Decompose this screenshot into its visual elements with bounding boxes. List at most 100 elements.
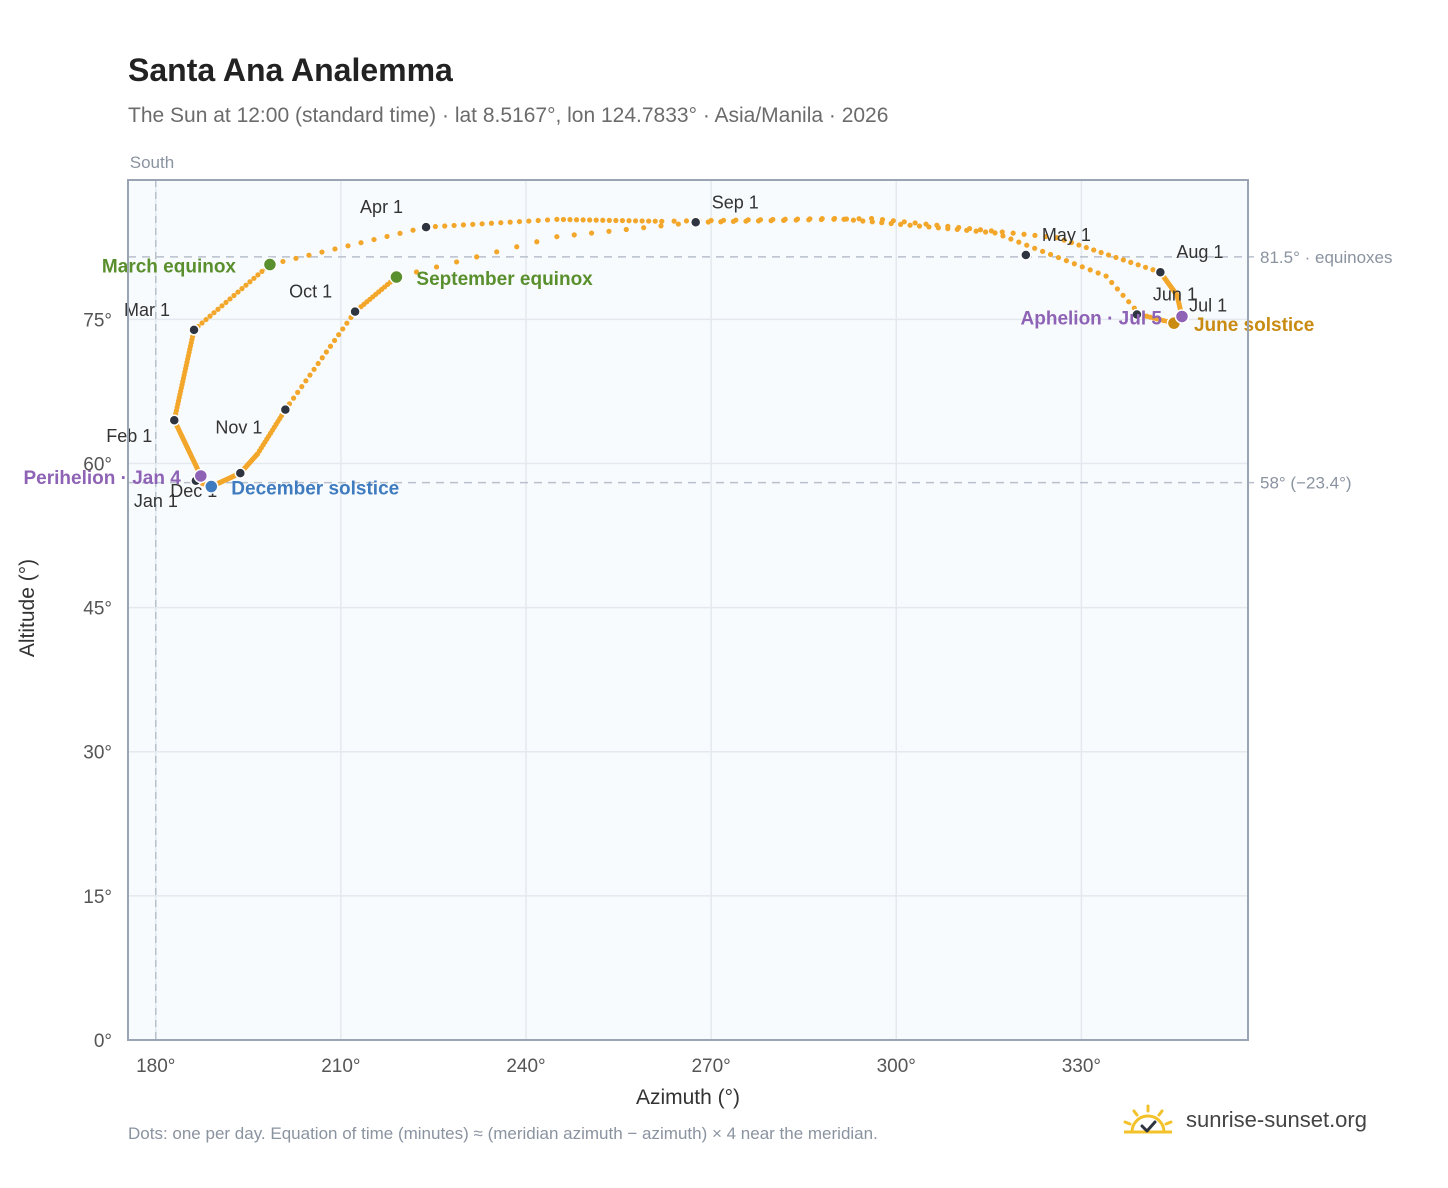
reference-line-label: 81.5° · equinoxes: [1260, 248, 1393, 267]
daily-dot: [632, 218, 639, 224]
daily-dot: [1054, 235, 1060, 241]
daily-dot: [945, 223, 951, 229]
daily-dot: [956, 224, 962, 231]
daily-dot: [768, 218, 774, 224]
daily-dot: [818, 216, 824, 223]
daily-dot: [606, 217, 612, 223]
daily-dot: [384, 233, 390, 240]
x-tick-label: 240°: [506, 1056, 545, 1077]
reference-line-label: 58° (−23.4°): [1260, 474, 1352, 493]
y-axis-title: Altitude (°): [16, 559, 39, 657]
sun-logo-icon: [1123, 1104, 1173, 1134]
month-marker-label: Sep 1: [712, 192, 759, 212]
daily-dot: [535, 217, 541, 224]
daily-dot: [675, 221, 681, 227]
daily-dot: [432, 223, 438, 230]
daily-dot: [247, 279, 253, 285]
daily-dot: [907, 222, 913, 228]
y-tick-label: 45°: [83, 599, 112, 620]
daily-dot: [235, 289, 241, 295]
daily-dot: [451, 222, 457, 229]
daily-dot: [1083, 244, 1089, 251]
daily-dot: [898, 221, 904, 227]
daily-dot: [806, 217, 812, 223]
daily-dot: [514, 244, 520, 250]
daily-dot: [1120, 292, 1126, 298]
daily-dot: [730, 218, 736, 225]
daily-dot: [683, 218, 690, 224]
daily-dot: [319, 249, 325, 255]
daily-dot: [332, 246, 338, 252]
event-label: Aphelion · Jul 5: [1021, 308, 1163, 329]
daily-dot: [1098, 249, 1104, 256]
x-tick-label: 210°: [321, 1056, 360, 1077]
grid-lines: [128, 180, 1248, 1041]
x-tick-label: 330°: [1062, 1056, 1101, 1077]
daily-dot: [843, 216, 850, 222]
daily-dot: [1047, 251, 1054, 258]
daily-dot: [290, 395, 297, 401]
daily-dot: [280, 258, 286, 265]
chart-subtitle: The Sun at 12:00 (standard time) · lat 8…: [128, 104, 889, 127]
daily-dot: [474, 254, 480, 260]
daily-dot: [397, 230, 403, 236]
axes: 180° 210° 240° 270° 300° 330° 0° 15° 30° 45° 60° 75…: [16, 310, 1101, 1109]
daily-dot: [856, 216, 862, 222]
month-marker-label: Feb 1: [106, 426, 152, 446]
month-marker-label: Jan 1: [134, 491, 178, 511]
brand[interactable]: sunrise-sunset.org: [1120, 1102, 1367, 1138]
event-marker-dot: [1174, 309, 1190, 324]
daily-dot: [1032, 232, 1038, 238]
footnote: Dots: one per day. Equation of time (min…: [128, 1124, 878, 1143]
daily-dot: [231, 292, 237, 299]
event-label: March equinox: [102, 257, 237, 278]
month-marker-dot: [279, 403, 292, 416]
daily-dot: [868, 215, 875, 222]
daily-dot: [659, 218, 665, 224]
plot-frame: [127, 179, 1249, 1041]
daily-dot: [327, 343, 334, 349]
daily-dot: [1103, 273, 1109, 279]
daily-dot: [613, 217, 619, 224]
daily-dot: [255, 272, 261, 278]
daily-dot: [498, 220, 504, 226]
daily-dot: [1079, 264, 1085, 270]
daily-dot: [671, 218, 677, 224]
month-marker-dot: [689, 216, 702, 229]
daily-dot: [303, 378, 309, 384]
daily-dot: [1032, 245, 1038, 251]
daily-dot: [1063, 258, 1070, 264]
daily-dot: [587, 217, 593, 223]
daily-dot: [336, 332, 342, 338]
daily-dot: [890, 218, 896, 224]
month-marker-label: Apr 1: [360, 197, 403, 217]
month-marker-label: Oct 1: [289, 282, 332, 302]
daily-dot: [358, 240, 364, 246]
daily-dot: [743, 218, 749, 224]
daily-dot: [860, 218, 866, 224]
daily-dot: [923, 221, 929, 227]
daily-dot: [912, 220, 918, 226]
daily-dot: [567, 217, 573, 223]
daily-dot: [639, 218, 645, 224]
x-tick-label: 180°: [136, 1056, 175, 1077]
daily-dot: [526, 218, 532, 224]
month-marker-dot: [349, 305, 361, 318]
daily-dot: [606, 228, 612, 234]
daily-dot: [340, 326, 346, 332]
daily-dot: [299, 383, 305, 390]
daily-dot: [315, 360, 321, 367]
daily-dot: [588, 230, 595, 236]
daily-dot: [259, 268, 265, 275]
daily-dot: [442, 223, 448, 229]
month-marker-label: May 1: [1042, 225, 1091, 245]
month-marker-dot: [1020, 249, 1032, 261]
daily-dot: [1000, 233, 1006, 239]
daily-dot: [1055, 254, 1062, 261]
daily-dot: [1071, 261, 1077, 267]
daily-dot: [1105, 252, 1112, 258]
daily-dot: [344, 320, 350, 326]
daily-dot: [1142, 264, 1149, 270]
